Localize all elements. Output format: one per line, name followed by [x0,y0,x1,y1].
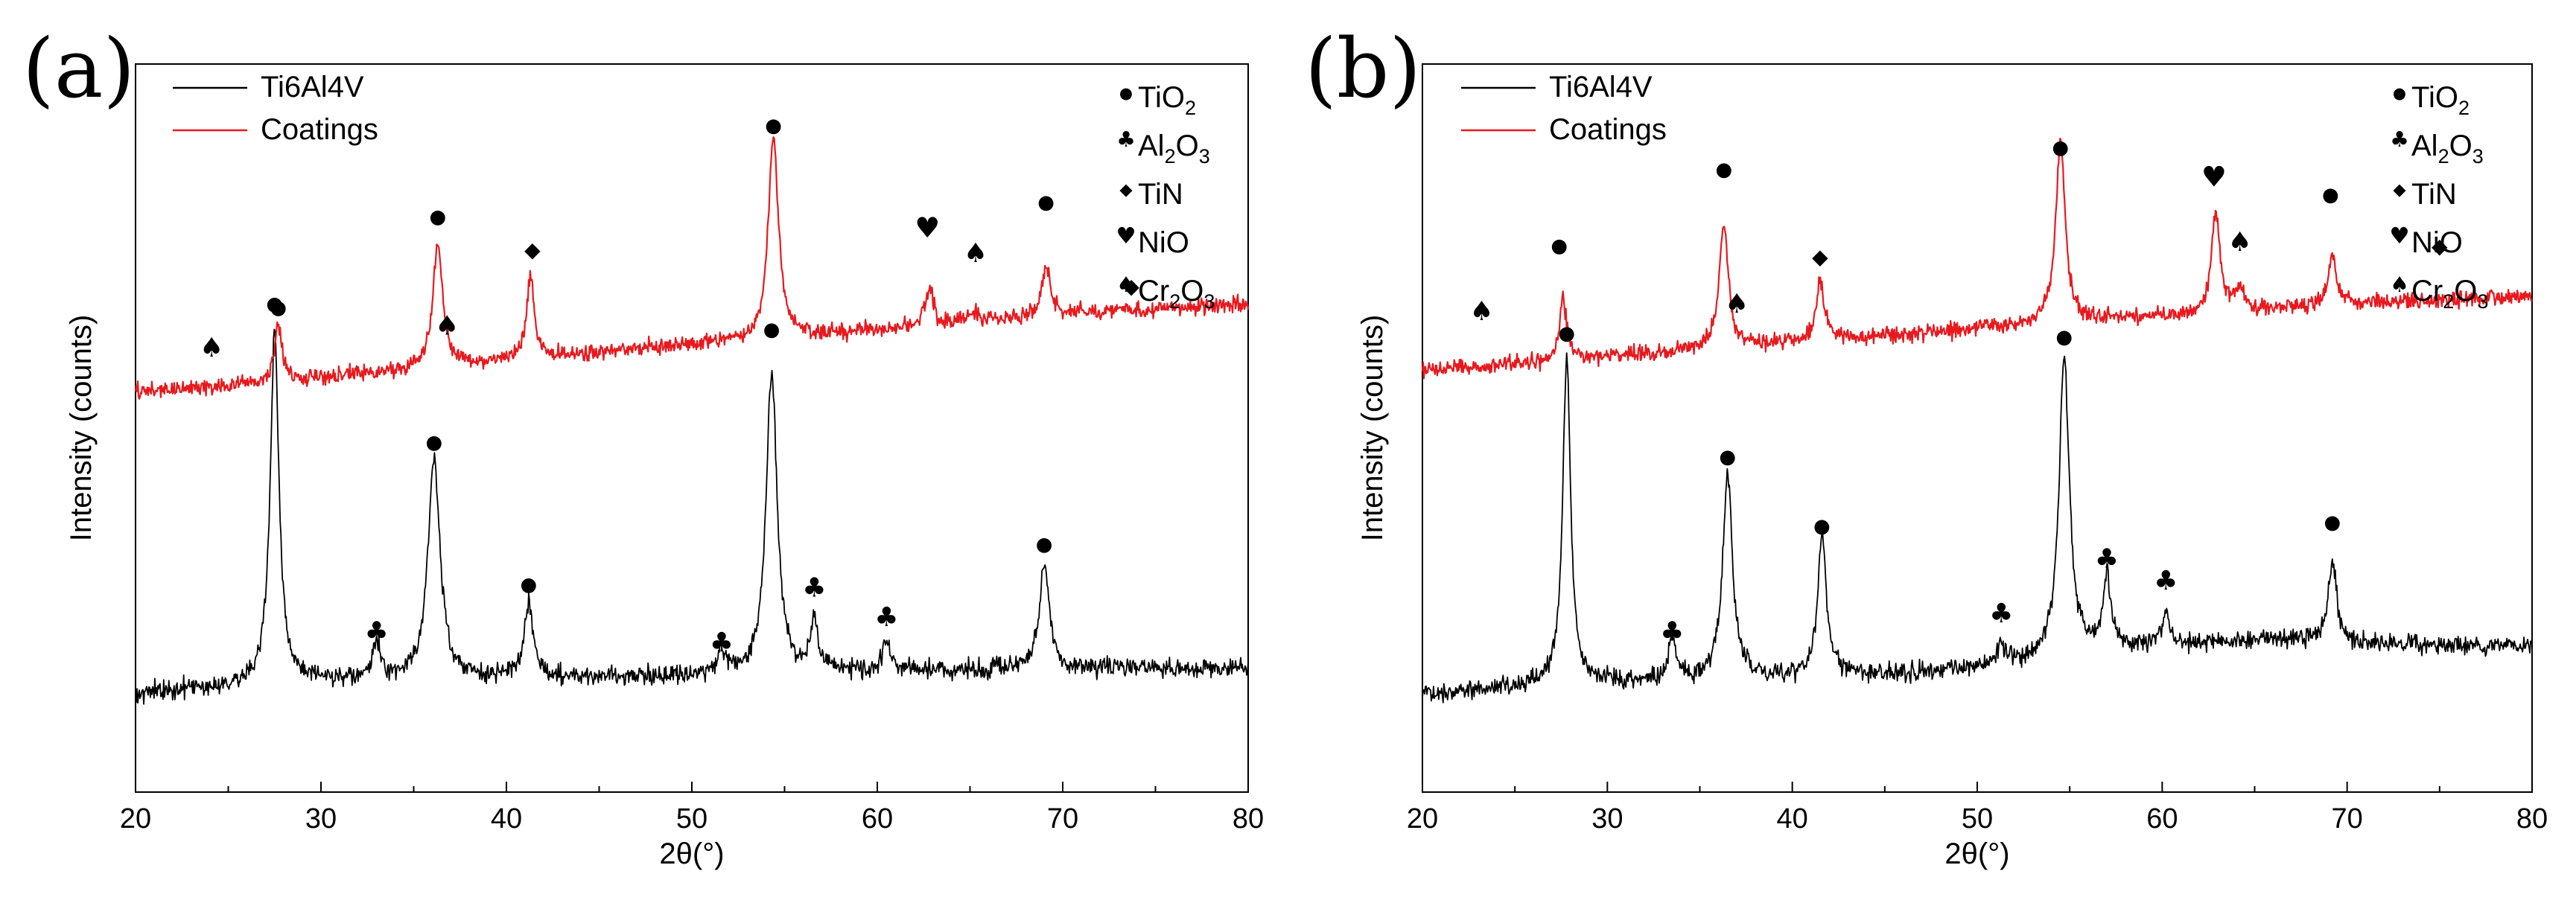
legend-entry-ti6al4v: Ti6Al4V [261,71,364,103]
marker-al2o3: ♣ [874,602,898,633]
marker-tio2: ● [521,573,538,596]
marker-tin: ◆ [524,237,541,262]
marker-tio2: ● [1036,533,1053,555]
phase-legend-symbol: ◆ [2393,180,2406,200]
marker-al2o3: ♣ [2095,544,2119,575]
x-tick-label: 60 [862,803,893,835]
marker-nio: ♥ [915,211,940,244]
legend-entry-ti6al4v: Ti6Al4V [1549,71,1653,103]
series-line-ti6al4v [1422,352,2533,703]
x-tick-label: 50 [1962,803,1993,835]
plot-frame [135,63,1249,793]
marker-tio2: ● [1715,159,1732,181]
marker-cr2o3: ♠ [435,311,459,342]
phase-legend-label-cr2o3: Cr2O3 [2411,275,2488,313]
marker-cr2o3: ♠ [2227,227,2251,258]
marker-tio2: ● [1813,515,1831,537]
marker-al2o3: ♣ [1989,599,2013,629]
series-line-coatings [134,136,1250,400]
x-tick-label: 40 [1777,803,1808,835]
phase-legend-symbol: ◆ [1119,180,1133,200]
marker-al2o3: ♣ [2154,566,2178,596]
marker-tio2: ● [763,319,780,341]
phase-legend-label-al2o3: Al2O3 [2411,130,2484,167]
marker-cr2o3: ♠ [1469,296,1493,327]
x-tick-label: 80 [2516,803,2548,835]
x-axis-title: 2θ(°) [1944,837,2009,870]
panel-label: (a) [22,21,135,116]
series-line-coatings [1421,137,2533,380]
x-tick-label: 30 [1591,803,1623,835]
phase-legend-label-tio2: TiO2 [2411,81,2470,119]
marker-tio2: ● [2055,326,2073,348]
marker-tio2: ● [1551,235,1568,258]
marker-nio: ♥ [2201,161,2227,194]
phase-legend-symbol: ● [1119,84,1133,102]
y-axis-title: Intensity (counts) [65,315,98,542]
phase-legend-symbol: ● [2393,84,2406,102]
x-tick-label: 70 [2332,803,2363,835]
phase-legend-symbol: ♠ [1116,272,1136,297]
plot-frame [1422,63,2533,793]
marker-tio2: ● [430,205,447,228]
marker-cr2o3: ♠ [200,333,223,363]
phase-legend-label-nio: NiO [2411,226,2463,259]
x-axis-title: 2θ(°) [659,837,724,870]
marker-al2o3: ♣ [1660,616,1684,647]
x-tick-label: 20 [1407,803,1438,835]
marker-tio2: ● [1037,191,1055,214]
x-tick-label: 60 [2146,803,2178,835]
marker-cr2o3: ♠ [1725,289,1749,319]
marker-tio2: ● [2324,511,2341,534]
phase-legend-label-nio: NiO [1138,226,1189,259]
x-tick-label: 80 [1233,803,1264,835]
phase-legend-label-cr2o3: Cr2O3 [1138,275,1215,313]
legend-entry-coatings: Coatings [261,113,378,146]
marker-tio2: ● [270,297,287,319]
phase-legend-symbol: ♣ [1116,127,1136,152]
phase-legend-label-tin: TiN [2411,178,2457,211]
marker-al2o3: ♣ [710,628,734,658]
marker-tio2: ● [1558,322,1575,345]
x-tick-label: 30 [305,803,337,835]
legend-entry-coatings: Coatings [1549,113,1667,146]
phase-legend-symbol: ♥ [2389,223,2409,249]
marker-al2o3: ♣ [802,573,826,604]
marker-tio2: ● [2322,184,2339,206]
phase-legend-symbol: ♣ [2390,127,2409,152]
panel-label: (b) [1305,21,1421,116]
phase-legend-symbol: ♠ [2390,272,2409,297]
marker-tio2: ● [765,115,782,137]
marker-tin: ◆ [1123,274,1139,299]
marker-cr2o3: ♠ [964,238,988,269]
marker-tio2: ● [1719,446,1736,468]
series-line-ti6al4v [135,328,1249,705]
marker-al2o3: ♣ [365,616,389,647]
phase-legend-label-tin: TiN [1138,178,1183,211]
x-tick-label: 20 [120,803,151,835]
y-axis-title: Intensity (counts) [1356,315,1389,542]
marker-tin: ◆ [1812,245,1828,269]
marker-tio2: ● [2052,136,2069,159]
phase-legend-symbol: ♥ [1116,223,1136,249]
panel-b: (b) 20 30 40 50 60 70 80 2θ(°) Intensity (counts)… [1305,21,2548,870]
phase-legend-label-tio2: TiO2 [1138,81,1196,119]
x-tick-label: 40 [491,803,522,835]
marker-tin: ◆ [2432,234,2448,258]
x-tick-label: 70 [1047,803,1078,835]
x-tick-label: 50 [676,803,707,835]
marker-tio2: ● [426,432,443,454]
panel-a: (a) 20 30 40 50 60 70 80 2θ(°) Intensity (counts)… [22,21,1264,870]
marker-tio2: ● [266,293,283,316]
phase-legend-label-al2o3: Al2O3 [1138,130,1210,167]
